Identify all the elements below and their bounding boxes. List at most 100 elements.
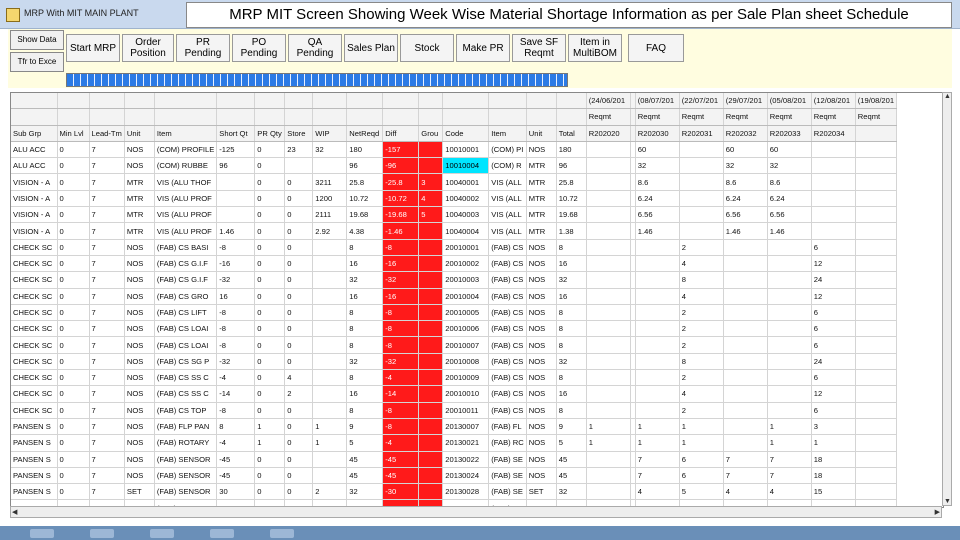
table-cell[interactable]: 4.38	[346, 222, 384, 240]
table-cell[interactable]: PANSEN S	[11, 467, 58, 485]
table-cell[interactable]	[723, 336, 768, 354]
table-cell[interactable]	[723, 320, 768, 338]
table-cell[interactable]: 180	[556, 141, 587, 159]
table-cell[interactable]: (FAB) SE	[488, 467, 527, 485]
table-cell[interactable]: 0	[254, 320, 286, 338]
table-cell[interactable]	[418, 369, 444, 387]
table-cell[interactable]: 6.24	[723, 190, 768, 208]
table-cell[interactable]: NOS	[124, 288, 155, 305]
table-cell[interactable]: 6	[811, 239, 856, 256]
table-cell[interactable]: NOS	[526, 451, 557, 468]
column-header[interactable]	[630, 125, 636, 142]
table-cell[interactable]	[312, 157, 348, 175]
table-cell[interactable]: 7	[89, 385, 125, 403]
table-cell[interactable]	[418, 434, 444, 452]
table-cell[interactable]: NOS	[124, 304, 155, 322]
table-cell[interactable]: NOS	[526, 320, 557, 338]
table-cell[interactable]: -10.72	[382, 190, 420, 208]
table-cell[interactable]: (COM) PROFILE	[154, 141, 218, 159]
table-cell[interactable]	[312, 451, 348, 468]
table-cell[interactable]: 4	[635, 483, 680, 501]
table-cell[interactable]: MTR	[124, 206, 155, 224]
table-cell[interactable]: (FAB) SENSOR	[154, 451, 218, 468]
table-cell[interactable]: 7	[89, 353, 125, 371]
table-cell[interactable]	[767, 304, 812, 322]
table-cell[interactable]: -45	[216, 451, 256, 468]
table-cell[interactable]: -4	[216, 369, 256, 387]
table-cell[interactable]	[767, 271, 812, 289]
table-cell[interactable]: VIS (ALL	[488, 222, 527, 240]
table-cell[interactable]	[418, 255, 444, 273]
table-cell[interactable]: 9	[556, 418, 587, 436]
order-position-button[interactable]: Order Position	[122, 34, 174, 62]
table-cell[interactable]	[630, 499, 636, 507]
table-cell[interactable]: 6.56	[767, 206, 812, 224]
stock-button[interactable]: Stock	[400, 34, 454, 62]
column-header[interactable]: Sub Grp	[11, 125, 58, 142]
table-cell[interactable]: 8	[679, 353, 724, 371]
table-cell[interactable]: CHECK SC	[11, 271, 58, 289]
table-cell[interactable]: 0	[254, 288, 286, 305]
table-cell[interactable]	[586, 483, 631, 501]
table-cell[interactable]	[723, 353, 768, 371]
table-cell[interactable]: 0	[284, 483, 314, 501]
scroll-down-icon[interactable]: ▼	[944, 498, 951, 505]
table-cell[interactable]	[811, 206, 856, 224]
table-row[interactable]: CHECK SC 0 7 NOS (FAB) CS SS C -14 0 2 16 -14 2001…	[11, 385, 898, 403]
table-cell[interactable]	[418, 320, 444, 338]
table-cell[interactable]	[723, 402, 768, 419]
table-cell[interactable]	[284, 157, 314, 175]
table-cell[interactable]: VIS (ALU PROF	[154, 190, 218, 208]
table-cell[interactable]: 7	[89, 255, 125, 273]
table-cell[interactable]	[635, 255, 680, 273]
table-cell[interactable]: 16	[556, 255, 587, 273]
table-cell[interactable]: (FAB) CS	[488, 336, 527, 354]
transfer-to-excel-button[interactable]: Tfr to Exce	[10, 52, 64, 72]
column-header[interactable]: Short Qt	[216, 125, 256, 142]
table-cell[interactable]: 8	[346, 336, 384, 354]
table-row[interactable]: PANSEN S 0 7 NOS (FAB) FLP PAN 8 1 0 1 9 -8 2013000…	[11, 418, 898, 436]
show-data-button[interactable]: Show Data	[10, 30, 64, 50]
table-cell[interactable]: 0	[284, 320, 314, 338]
table-cell[interactable]	[630, 288, 636, 305]
table-cell[interactable]	[630, 434, 636, 452]
table-cell[interactable]: 0	[284, 451, 314, 468]
table-cell[interactable]: (FAB) CS SS C	[154, 385, 218, 403]
table-row[interactable]: CHECK SC 0 7 NOS (FAB) CS G.I.F -16 0 0 16 -16 200…	[11, 255, 898, 273]
table-cell[interactable]: 0	[254, 304, 286, 322]
table-cell[interactable]: -32	[382, 353, 420, 371]
table-cell[interactable]: MTR	[124, 173, 155, 191]
table-cell[interactable]: 10040002	[442, 190, 490, 208]
table-cell[interactable]: NOS	[526, 369, 557, 387]
table-cell[interactable]: 1	[312, 434, 348, 452]
table-row[interactable]: PANSEN S 0 7 NOS (FAB) SENSOR -45 0 0 45 -45 20130…	[11, 451, 898, 468]
table-cell[interactable]: 6	[811, 369, 856, 387]
table-cell[interactable]: 7	[723, 467, 768, 485]
table-cell[interactable]	[855, 157, 898, 175]
table-cell[interactable]: 1	[254, 434, 286, 452]
table-cell[interactable]: PANSEN S	[11, 451, 58, 468]
table-cell[interactable]: 32	[635, 157, 680, 175]
table-cell[interactable]: 0	[254, 451, 286, 468]
table-cell[interactable]: NOS	[526, 353, 557, 371]
table-cell[interactable]: 7	[89, 467, 125, 485]
table-cell[interactable]: VISION - A	[11, 222, 58, 240]
table-cell[interactable]	[855, 288, 898, 305]
table-cell[interactable]: 96	[556, 157, 587, 175]
table-cell[interactable]: 1	[586, 434, 631, 452]
column-header[interactable]: Unit	[526, 125, 557, 142]
column-header[interactable]: WIP	[312, 125, 348, 142]
table-cell[interactable]: 25.8	[346, 173, 384, 191]
table-cell[interactable]: VIS (ALU THOF	[154, 173, 218, 191]
table-cell[interactable]: -16	[382, 255, 420, 273]
table-cell[interactable]: -32	[216, 353, 256, 371]
faq-button[interactable]: FAQ	[628, 34, 684, 62]
table-cell[interactable]	[418, 499, 444, 507]
table-cell[interactable]	[586, 239, 631, 256]
table-cell[interactable]: -14	[382, 385, 420, 403]
table-cell[interactable]: 0	[284, 402, 314, 419]
table-cell[interactable]: 0	[254, 483, 286, 501]
table-cell[interactable]: 0	[254, 499, 286, 507]
table-cell[interactable]: (FAB) CS	[488, 402, 527, 419]
table-cell[interactable]: 6	[811, 402, 856, 419]
